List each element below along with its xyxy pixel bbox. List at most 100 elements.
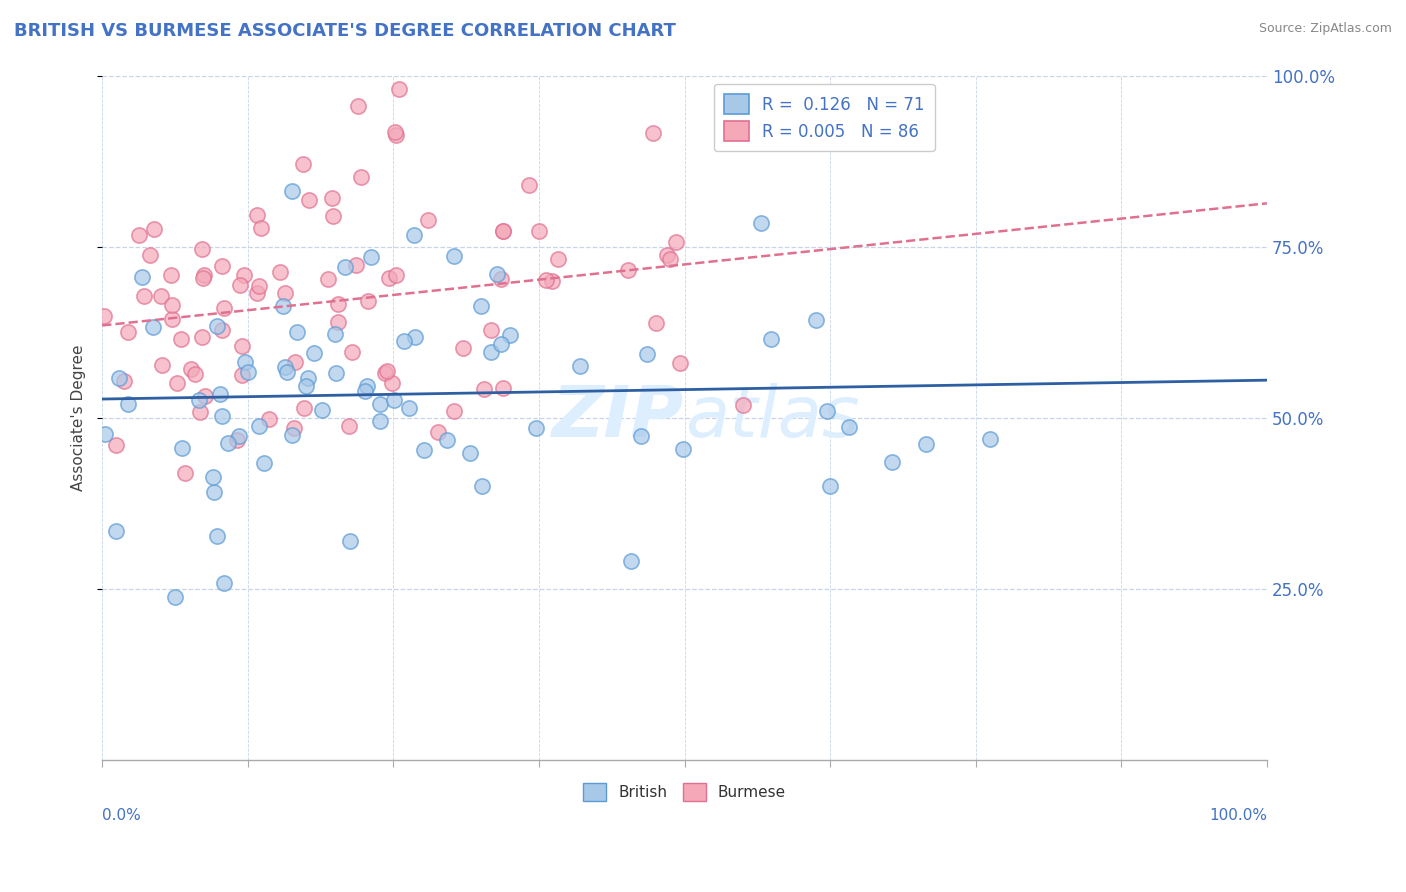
Point <box>880 455 903 469</box>
Point <box>297 371 319 385</box>
Point <box>915 437 938 451</box>
Text: Source: ZipAtlas.com: Source: ZipAtlas.com <box>1258 22 1392 36</box>
Point <box>295 378 318 392</box>
Point <box>232 268 254 282</box>
Point <box>328 315 350 329</box>
Point <box>193 271 215 285</box>
Point <box>188 405 211 419</box>
Point <box>284 355 307 369</box>
Point <box>492 224 515 238</box>
Point <box>271 299 294 313</box>
Point <box>568 359 591 373</box>
Point <box>191 329 214 343</box>
Point <box>226 433 249 447</box>
Point <box>357 293 380 308</box>
Point <box>668 356 690 370</box>
Point <box>94 427 117 442</box>
Point <box>231 339 253 353</box>
Point <box>193 389 215 403</box>
Point <box>211 409 233 424</box>
Point <box>202 484 225 499</box>
Point <box>443 249 465 263</box>
Point <box>534 273 557 287</box>
Point <box>274 285 297 300</box>
Point <box>398 401 420 416</box>
Point <box>322 209 344 223</box>
Point <box>105 438 128 452</box>
Point <box>344 258 367 272</box>
Point <box>298 193 321 207</box>
Point <box>205 529 228 543</box>
Point <box>630 429 652 443</box>
Point <box>211 323 233 337</box>
Point <box>193 268 215 283</box>
Point <box>131 269 153 284</box>
Point <box>368 396 391 410</box>
Point <box>489 272 512 286</box>
Point <box>283 420 305 434</box>
Point <box>460 446 482 460</box>
Point <box>93 310 115 324</box>
Point <box>166 376 188 390</box>
Point <box>384 126 406 140</box>
Point <box>326 297 349 311</box>
Point <box>527 225 550 239</box>
Point <box>280 184 302 198</box>
Point <box>620 554 643 568</box>
Point <box>217 436 239 450</box>
Point <box>150 359 173 373</box>
Point <box>214 301 236 316</box>
Point <box>231 368 253 382</box>
Point <box>316 271 339 285</box>
Point <box>139 248 162 262</box>
Point <box>385 268 408 283</box>
Point <box>643 126 665 140</box>
Point <box>276 365 298 379</box>
Point <box>733 398 755 412</box>
Point <box>233 354 256 368</box>
Point <box>815 403 838 417</box>
Point <box>346 99 368 113</box>
Point <box>404 330 426 344</box>
Text: ZIP: ZIP <box>553 384 685 452</box>
Point <box>128 227 150 242</box>
Point <box>247 279 270 293</box>
Point <box>547 252 569 266</box>
Point <box>160 298 183 312</box>
Point <box>378 271 401 285</box>
Point <box>436 434 458 448</box>
Legend: British, Burmese: British, Burmese <box>576 777 792 807</box>
Point <box>492 224 515 238</box>
Point <box>228 428 250 442</box>
Point <box>485 267 508 281</box>
Point <box>375 364 398 378</box>
Point <box>443 404 465 418</box>
Point <box>117 397 139 411</box>
Point <box>381 376 404 391</box>
Point <box>616 263 638 277</box>
Point <box>394 334 416 348</box>
Point <box>749 216 772 230</box>
Point <box>388 82 411 96</box>
Point <box>517 178 540 192</box>
Point <box>340 344 363 359</box>
Point <box>385 128 408 143</box>
Point <box>979 432 1001 446</box>
Point <box>761 332 783 346</box>
Point <box>281 427 304 442</box>
Point <box>645 316 668 330</box>
Point <box>247 419 270 434</box>
Point <box>180 362 202 376</box>
Point <box>374 366 396 380</box>
Point <box>160 312 183 326</box>
Point <box>325 366 347 380</box>
Point <box>413 443 436 458</box>
Point <box>499 327 522 342</box>
Text: BRITISH VS BURMESE ASSOCIATE'S DEGREE CORRELATION CHART: BRITISH VS BURMESE ASSOCIATE'S DEGREE CO… <box>14 22 676 40</box>
Point <box>170 332 193 346</box>
Point <box>249 221 271 235</box>
Point <box>541 274 564 288</box>
Point <box>143 222 166 236</box>
Point <box>818 479 841 493</box>
Point <box>205 319 228 334</box>
